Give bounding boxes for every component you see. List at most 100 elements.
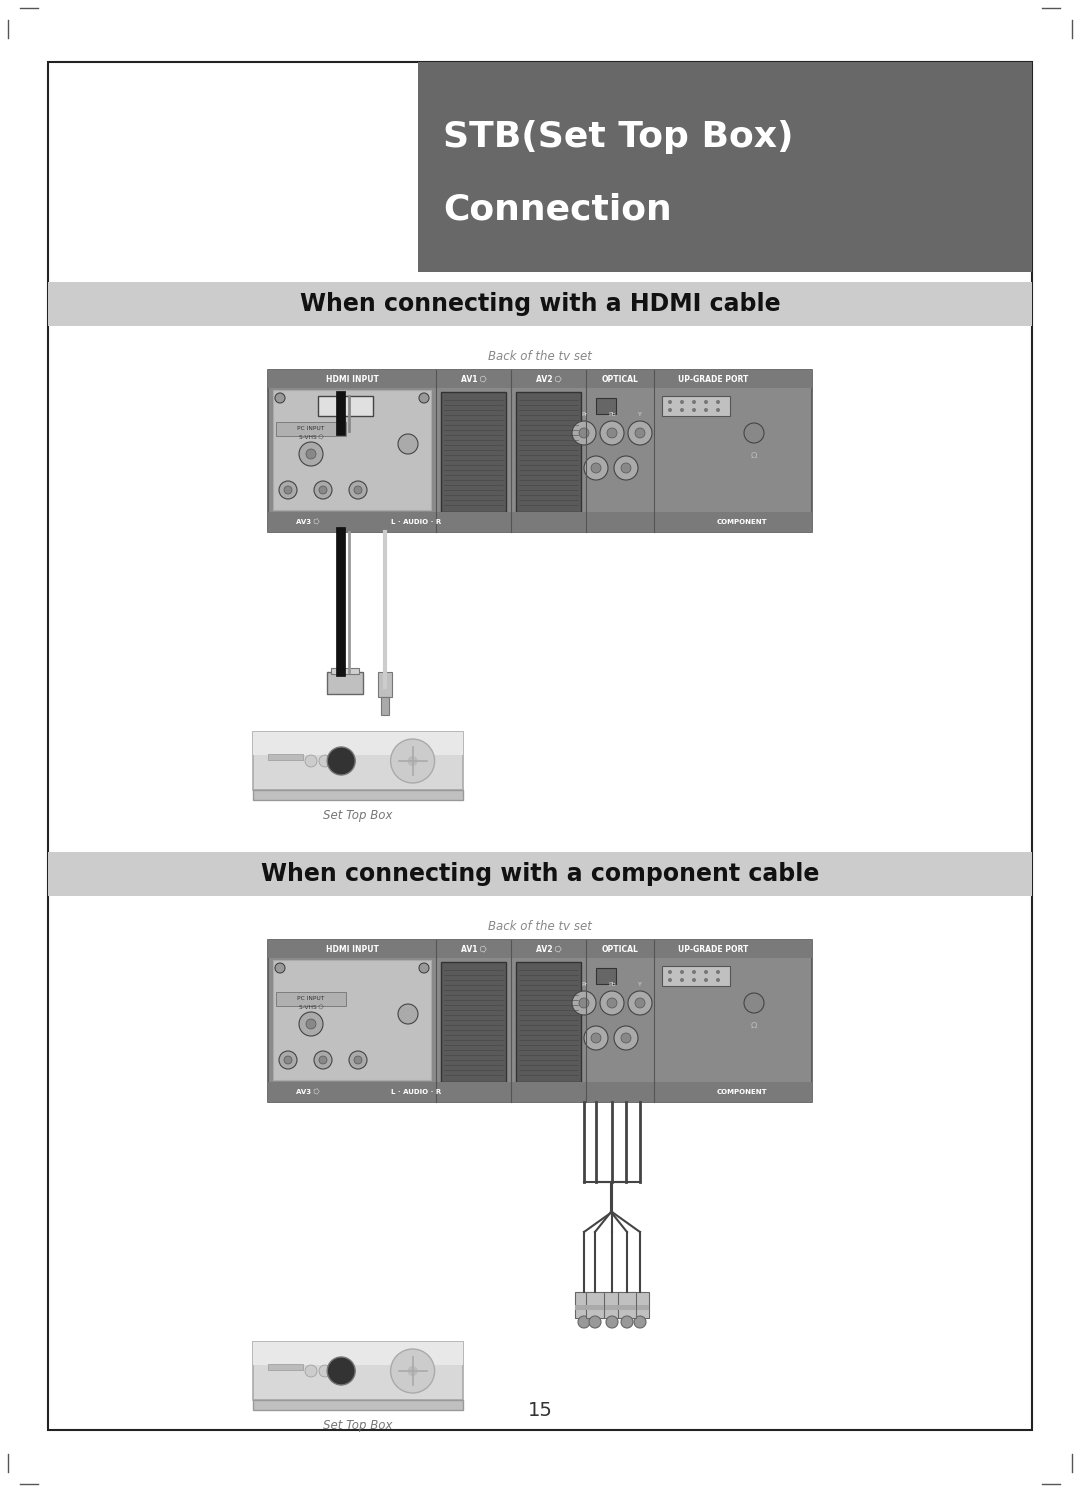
Text: Y: Y [638, 412, 642, 418]
Circle shape [327, 747, 355, 774]
Bar [268, 1082, 812, 1103]
Circle shape [591, 463, 600, 473]
Circle shape [635, 428, 645, 439]
Bar [268, 370, 812, 388]
Circle shape [314, 1050, 332, 1068]
Bar [273, 389, 431, 510]
Circle shape [621, 1032, 631, 1043]
Bar [253, 733, 463, 755]
Bar [441, 392, 507, 512]
Bar [381, 697, 389, 715]
Circle shape [284, 486, 292, 494]
Circle shape [391, 739, 434, 783]
Text: Back of the tv set: Back of the tv set [488, 919, 592, 932]
Circle shape [319, 486, 327, 494]
Text: Pr: Pr [581, 412, 588, 418]
FancyBboxPatch shape [662, 395, 730, 416]
Bar [631, 1292, 649, 1317]
Circle shape [635, 998, 645, 1009]
Bar [253, 733, 463, 789]
Circle shape [299, 442, 323, 466]
Circle shape [279, 1050, 297, 1068]
Text: Set Top Box: Set Top Box [323, 1419, 393, 1432]
Circle shape [584, 457, 608, 480]
Circle shape [327, 1358, 355, 1385]
Bar [418, 63, 1032, 272]
Bar [273, 959, 431, 1080]
Text: UP-GRADE PORT: UP-GRADE PORT [678, 374, 748, 383]
Circle shape [284, 1056, 292, 1064]
Circle shape [319, 1365, 330, 1377]
Circle shape [354, 486, 362, 494]
Circle shape [419, 962, 429, 973]
Circle shape [669, 977, 672, 982]
Bar [276, 992, 346, 1006]
Bar [330, 668, 359, 674]
Bar [586, 1292, 604, 1317]
Text: OPTICAL: OPTICAL [602, 944, 638, 953]
Circle shape [606, 1316, 618, 1328]
Bar [253, 1341, 463, 1365]
Circle shape [407, 756, 418, 765]
Bar [268, 370, 812, 533]
Bar [48, 282, 1032, 325]
Circle shape [680, 970, 684, 974]
Circle shape [579, 428, 589, 439]
Circle shape [744, 994, 764, 1013]
Circle shape [572, 991, 596, 1015]
Circle shape [669, 970, 672, 974]
Text: AV2 ⭔: AV2 ⭔ [536, 374, 562, 383]
Bar [516, 962, 581, 1082]
Text: AV1 ⭔: AV1 ⭔ [461, 944, 486, 953]
Circle shape [607, 998, 617, 1009]
Bar [48, 852, 1032, 897]
Circle shape [680, 400, 684, 404]
Bar [586, 1306, 604, 1310]
Circle shape [579, 998, 589, 1009]
Circle shape [314, 480, 332, 498]
Circle shape [716, 407, 720, 412]
Circle shape [399, 434, 418, 454]
Circle shape [716, 400, 720, 404]
Circle shape [704, 977, 708, 982]
Circle shape [615, 1026, 638, 1050]
Circle shape [584, 1026, 608, 1050]
Text: 15: 15 [527, 1401, 553, 1419]
Bar [268, 753, 303, 759]
Circle shape [305, 1365, 318, 1377]
Circle shape [692, 977, 696, 982]
Bar [631, 1306, 649, 1310]
Circle shape [669, 407, 672, 412]
Text: L · AUDIO · R: L · AUDIO · R [391, 1089, 441, 1095]
Bar [596, 968, 616, 985]
Circle shape [275, 392, 285, 403]
Bar [575, 1292, 593, 1317]
Circle shape [354, 1056, 362, 1064]
Circle shape [692, 407, 696, 412]
Text: Ω: Ω [751, 1021, 757, 1029]
Text: When connecting with a component cable: When connecting with a component cable [260, 862, 820, 886]
Bar [276, 422, 346, 436]
Text: When connecting with a HDMI cable: When connecting with a HDMI cable [299, 292, 781, 316]
Circle shape [607, 428, 617, 439]
Circle shape [600, 421, 624, 445]
Circle shape [680, 407, 684, 412]
Circle shape [275, 962, 285, 973]
Bar [596, 398, 616, 413]
Bar [603, 1292, 621, 1317]
Text: PC INPUT: PC INPUT [297, 997, 325, 1001]
Text: S-VHS ⭔: S-VHS ⭔ [299, 1006, 323, 1010]
Text: Set Top Box: Set Top Box [323, 810, 393, 822]
Circle shape [634, 1316, 646, 1328]
Circle shape [319, 755, 330, 767]
Text: UP-GRADE PORT: UP-GRADE PORT [678, 944, 748, 953]
Text: COMPONENT: COMPONENT [717, 519, 767, 525]
Circle shape [306, 449, 316, 460]
Text: AV2 ⭔: AV2 ⭔ [536, 944, 562, 953]
Circle shape [621, 1316, 633, 1328]
Circle shape [744, 424, 764, 443]
Circle shape [704, 400, 708, 404]
Bar [618, 1306, 636, 1310]
Circle shape [615, 457, 638, 480]
FancyBboxPatch shape [318, 395, 373, 416]
